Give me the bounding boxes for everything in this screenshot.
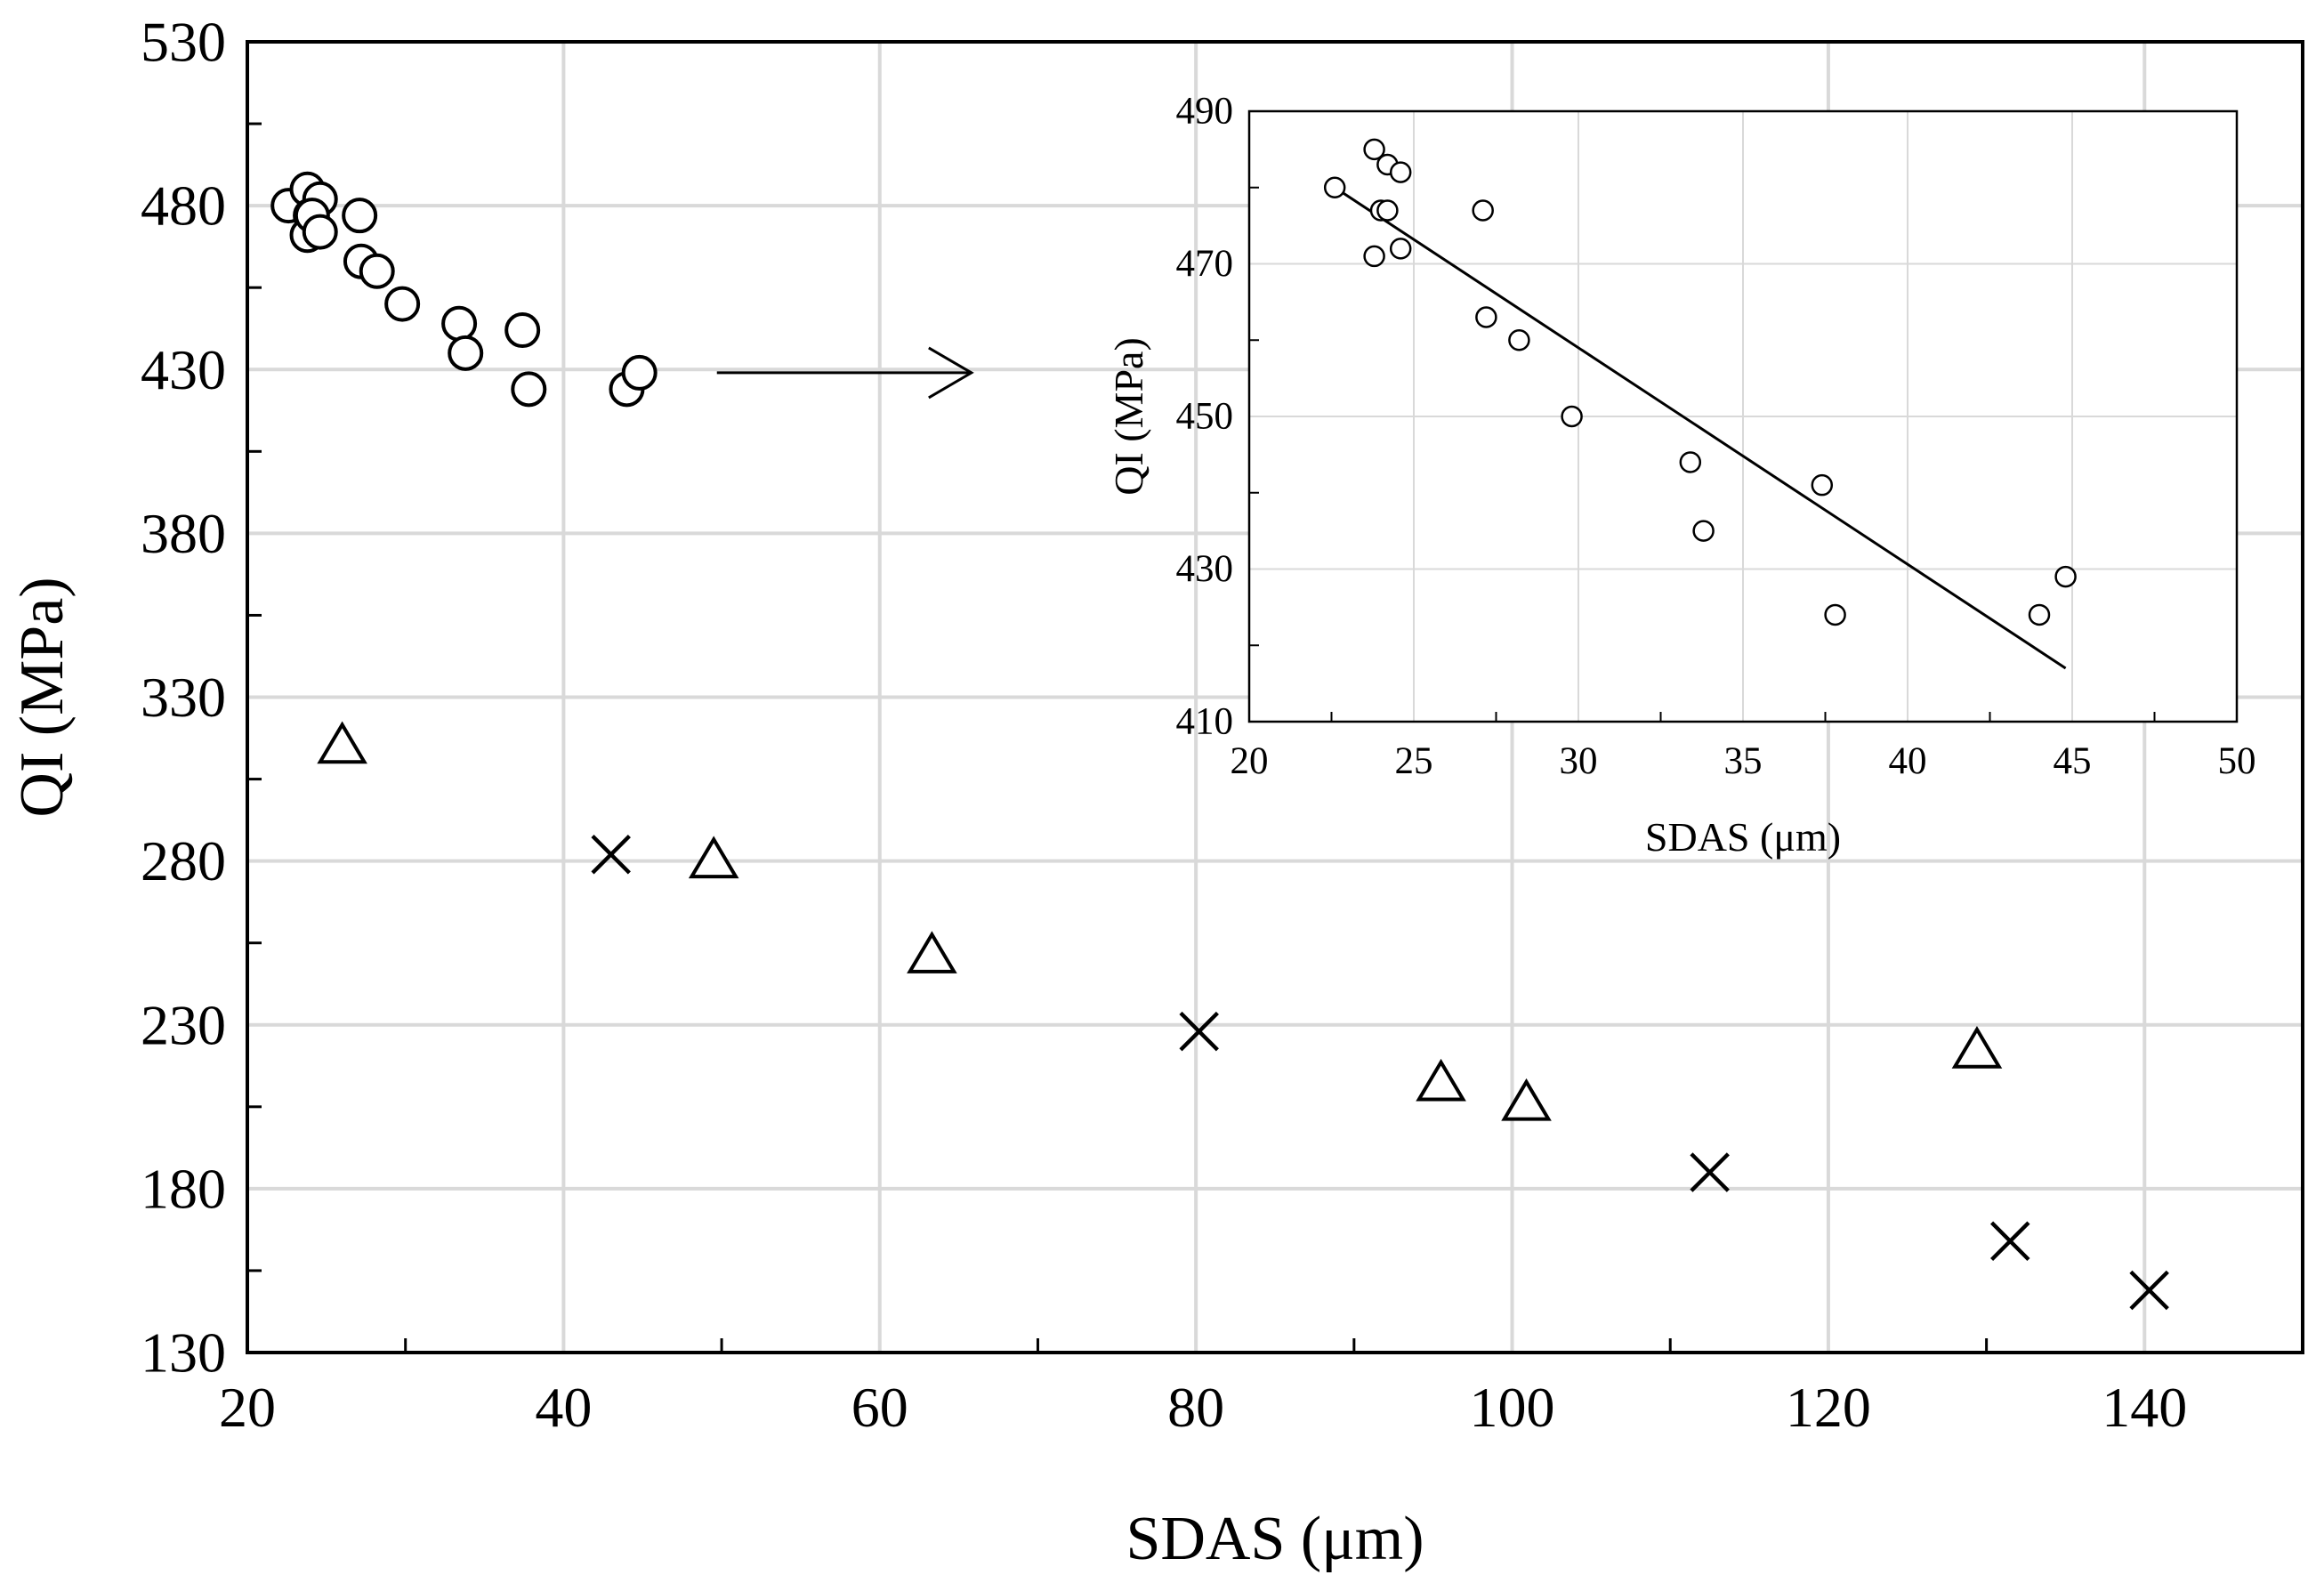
main-triangle-point [688, 836, 739, 879]
main-x-tick-label: 120 [1786, 1376, 1871, 1439]
inset-circle-point [1561, 405, 1583, 428]
inset-circle-point [1824, 603, 1846, 626]
main-x-tick-label: 100 [1470, 1376, 1555, 1439]
main-circle-point [359, 253, 395, 289]
main-y-tick-label: 280 [141, 829, 226, 892]
inset-x-tick-label: 35 [1724, 740, 1763, 782]
main-circle-point [342, 198, 378, 234]
main-y-tick-label: 530 [141, 11, 226, 74]
inset-minor-ticks [1249, 186, 2156, 722]
inset-x-tick-label: 30 [1560, 740, 1598, 782]
inset-circle-point [1389, 161, 1412, 183]
inset-circle-point [1363, 138, 1385, 161]
inset-y-tick-label: 450 [1176, 396, 1234, 438]
main-series-crosses [591, 835, 2169, 1311]
inset-x-tick-label: 20 [1231, 740, 1269, 782]
main-x-axis-title: SDAS (μm) [1126, 1505, 1424, 1573]
inset-group: 20 25 30 35 40 45 50 410 430 450 470 490 SDAS (μm) QI… [1106, 91, 2256, 860]
main-y-tick-label: 330 [141, 666, 226, 729]
inset-x-tick-label: 50 [2218, 740, 2256, 782]
main-circle-point [448, 335, 484, 371]
main-circle-point [302, 214, 338, 250]
main-y-tick-label: 130 [141, 1321, 226, 1385]
inset-gridlines [1249, 111, 2237, 722]
main-x-tick-label: 20 [219, 1376, 276, 1439]
inset-frame [1247, 109, 2239, 723]
inset-circle-point [1376, 199, 1399, 222]
inset-y-tick-label: 470 [1176, 243, 1234, 285]
inset-circle-point [1508, 329, 1530, 351]
inset-circle-point [1363, 245, 1385, 268]
inset-series-circles [1323, 138, 2077, 626]
main-cross-point [1690, 1152, 1730, 1192]
inset-circle-point [1475, 306, 1497, 328]
main-circle-point [621, 354, 658, 391]
inset-y-axis-title: QI (MPa) [1106, 337, 1151, 496]
main-triangle-point [1416, 1058, 1466, 1102]
inset-x-tick-label: 25 [1395, 740, 1433, 782]
inset-circle-point [1811, 473, 1834, 497]
main-y-tick-label: 480 [141, 174, 226, 238]
main-x-tick-label: 140 [2102, 1376, 2187, 1439]
main-cross-point [1990, 1221, 2030, 1262]
main-y-axis-title: QI (MPa) [8, 577, 77, 817]
inset-y-tick-label: 490 [1176, 91, 1234, 133]
main-cross-point [591, 835, 631, 875]
inset-trendline [1334, 186, 2067, 670]
main-y-tick-label: 380 [141, 502, 226, 565]
main-circle-point [384, 286, 421, 322]
inset-y-tick-label: 410 [1176, 701, 1234, 743]
inset-circle-point [1692, 520, 1715, 542]
main-cross-point [1179, 1011, 1219, 1052]
inset-circle-point [2054, 565, 2077, 588]
inset-circle-point [1679, 451, 1702, 473]
main-y-tick-label: 430 [141, 338, 226, 401]
main-series-circles [270, 171, 658, 408]
main-cross-point [2129, 1270, 2169, 1311]
main-circle-point [441, 305, 478, 342]
main-arrow-head [928, 346, 974, 400]
inset-circle-point [1389, 238, 1412, 260]
inset-x-tick-label: 40 [1889, 740, 1927, 782]
inset-circle-point [2028, 603, 2051, 626]
inset-y-tick-label: 430 [1176, 548, 1234, 590]
inset-x-axis-title: SDAS (μm) [1645, 814, 1841, 860]
inset-x-tick-label: 45 [2054, 740, 2092, 782]
main-triangle-point [1501, 1078, 1552, 1121]
main-y-tick-label: 180 [141, 1157, 226, 1220]
main-frame [246, 40, 2304, 1354]
main-x-tick-label: 40 [535, 1376, 592, 1439]
main-x-tick-label: 80 [1167, 1376, 1224, 1439]
main-circle-point [511, 371, 547, 408]
main-circle-point [504, 312, 541, 349]
main-triangle-point [907, 931, 957, 973]
main-triangle-point [317, 721, 367, 764]
main-minor-ticks [247, 122, 1989, 1353]
main-series-triangles [317, 721, 2003, 1121]
main-y-tick-label: 230 [141, 993, 226, 1056]
main-triangle-point [1951, 1025, 2003, 1069]
main-x-tick-label: 60 [851, 1376, 908, 1439]
inset-circle-point [1323, 176, 1346, 198]
inset-circle-point [1472, 199, 1494, 222]
